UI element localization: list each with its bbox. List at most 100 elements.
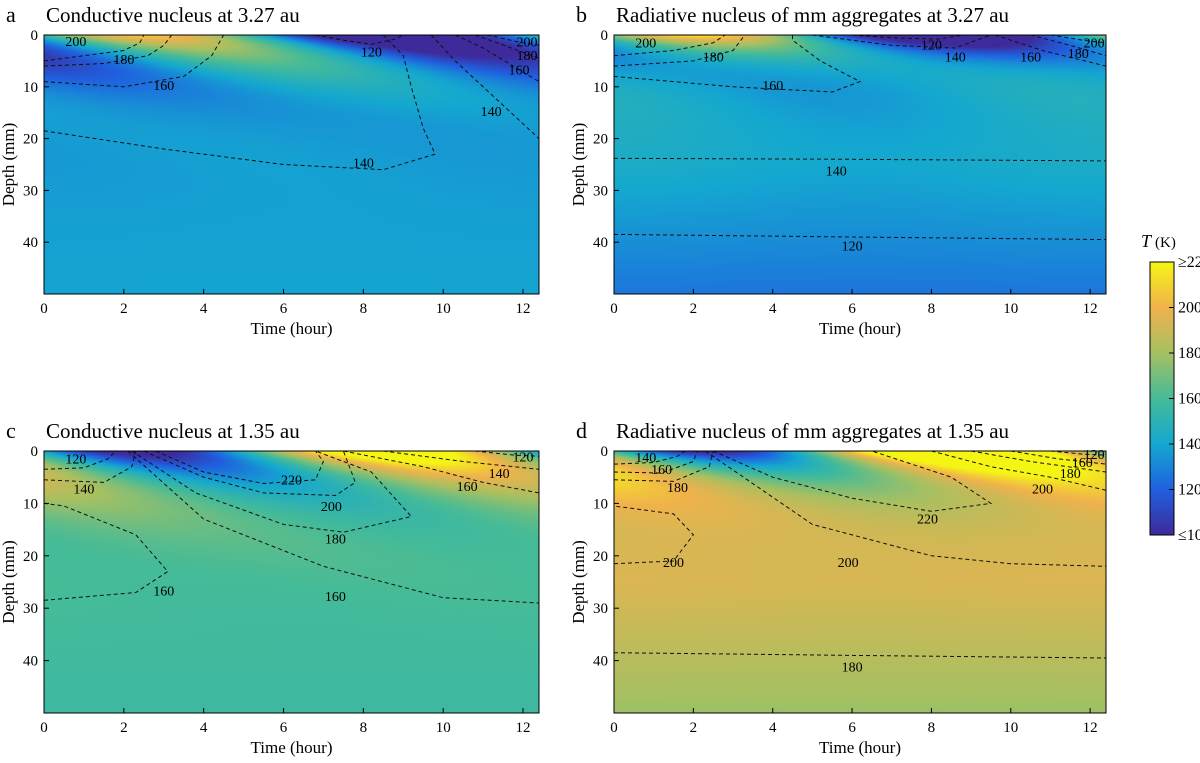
contour-line [315,34,404,45]
colorbar-symbol: T [1141,231,1153,251]
x-tick-label: 10 [436,301,451,317]
colorbar-tick-label: 120 [1178,482,1200,499]
contour-label: 160 [651,463,672,478]
contour-line [812,34,992,49]
contour-label: 180 [517,49,538,64]
y-axis-label: Depth (mm) [569,123,588,207]
panel-letter: d [576,418,587,443]
y-tick-label: 10 [23,496,38,512]
x-tick-label: 12 [516,301,531,317]
y-axis-label: Depth (mm) [0,123,18,207]
contour-line [931,450,1107,491]
y-tick-label: 40 [23,654,38,670]
y-tick-label: 20 [23,549,38,565]
contour-label: 200 [635,37,656,52]
x-tick-label: 12 [1083,720,1098,736]
contour-line [613,450,686,465]
colorbar-label: T (K) [1141,231,1176,251]
x-tick-label: 4 [769,720,777,736]
panel-letter: a [6,2,16,27]
panel-title: Radiative nucleus of mm aggregates at 3.… [616,3,1010,27]
contour-label: 160 [325,590,346,605]
x-tick-label: 4 [769,301,777,317]
contour-line [43,450,117,470]
contour-line [1010,450,1107,465]
y-tick-label: 30 [23,601,38,617]
contour-label: 180 [1068,47,1089,62]
y-axis-label: Depth (mm) [0,540,18,624]
y-tick-label: 20 [23,132,38,148]
x-axis-label: Time (hour) [250,319,332,338]
contour-label: 160 [457,480,478,495]
y-tick-label: 10 [23,80,38,96]
contour-label: 160 [1020,51,1041,66]
contour-label: 180 [667,481,688,496]
heatmap [614,451,1106,713]
contour-line [43,502,169,601]
contour-line [43,34,145,62]
contour-label: 200 [1032,483,1053,498]
contour-line [43,450,137,483]
heatmap [614,35,1106,294]
x-tick-label: 10 [1003,720,1018,736]
y-tick-label: 0 [31,444,39,460]
y-tick-label: 40 [593,654,608,670]
contour-label: 180 [1060,467,1081,482]
x-tick-label: 8 [928,301,936,317]
contour-line [127,450,540,604]
contour-line [131,450,413,533]
contour-label: 180 [325,532,346,547]
contour-label: 160 [153,79,174,94]
y-tick-label: 40 [23,235,38,251]
colorbar-tick-label: 180 [1178,345,1200,362]
contour-label: 180 [842,661,863,676]
x-tick-label: 0 [40,301,48,317]
x-tick-label: 8 [360,720,368,736]
x-tick-label: 2 [120,720,128,736]
x-tick-label: 4 [200,720,208,736]
contour-label: 160 [1072,456,1093,471]
panel-letter: b [576,2,587,27]
contour-line [1030,34,1107,57]
y-tick-label: 30 [593,183,608,199]
colorbar-unit: (K) [1155,235,1176,251]
x-tick-label: 2 [120,301,128,317]
contour-label: 180 [703,51,724,66]
contour-label: 180 [113,53,134,68]
contour-line [343,450,540,494]
contour-label: 160 [153,585,174,600]
x-tick-label: 0 [610,720,618,736]
x-axis-label: Time (hour) [250,738,332,757]
x-tick-label: 8 [928,720,936,736]
colorbar: T(K)≥220 200 180 160 140 120 ≤100 [1141,231,1200,544]
contour-label: 140 [481,105,502,120]
contour-label: 200 [838,556,859,571]
contour-label: 120 [361,45,382,60]
contour-label: 120 [842,240,863,255]
contour-label: 140 [945,51,966,66]
y-tick-label: 0 [601,28,609,44]
contour-line [43,34,225,88]
contour-label: 200 [1084,37,1105,52]
x-tick-label: 6 [280,720,288,736]
contour-label: 140 [635,451,656,466]
x-axis-label: Time (hour) [819,738,901,757]
contour-line [613,157,1107,162]
contour-label: 220 [917,512,938,527]
panel-title: Conductive nucleus at 3.27 au [46,3,300,27]
contour-label: 160 [509,63,530,78]
colorbar-tick-label: ≥220 [1178,254,1200,271]
contour-line [613,34,726,57]
y-tick-label: 20 [593,132,608,148]
contour-line [613,505,695,565]
contour-label: 140 [489,467,510,482]
colorbar-tick-label: 200 [1178,300,1200,317]
contour-label: 120 [1084,448,1105,463]
x-tick-label: 6 [848,720,856,736]
contour-label: 200 [65,35,86,50]
y-tick-label: 30 [23,183,38,199]
contour-line [1050,34,1107,44]
